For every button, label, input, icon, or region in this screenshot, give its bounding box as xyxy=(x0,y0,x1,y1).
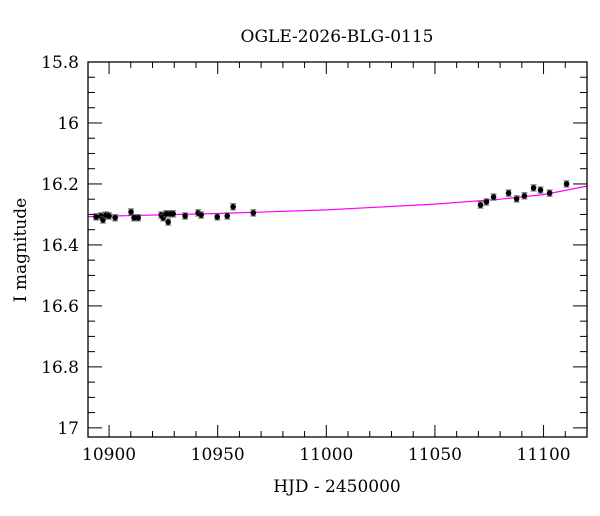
data-marker xyxy=(170,211,176,217)
y-tick-label: 16 xyxy=(57,114,79,134)
y-tick-label: 15.8 xyxy=(41,53,79,73)
data-point xyxy=(250,209,257,217)
y-tick-label: 16.4 xyxy=(41,236,79,256)
data-point xyxy=(490,193,497,201)
y-tick-label: 16.2 xyxy=(41,175,79,195)
data-marker xyxy=(224,213,231,219)
data-point xyxy=(128,208,135,216)
y-axis-label: I magnitude xyxy=(11,198,31,302)
plot-frame xyxy=(87,61,588,438)
x-tick-label: 11000 xyxy=(299,445,353,465)
data-marker xyxy=(513,196,520,202)
data-point xyxy=(93,213,100,221)
data-point xyxy=(537,186,544,194)
data-marker xyxy=(182,213,188,219)
data-marker xyxy=(165,219,171,225)
data-marker xyxy=(563,181,570,187)
data-point xyxy=(182,212,189,220)
data-point xyxy=(483,198,490,206)
data-marker xyxy=(546,190,553,196)
data-marker xyxy=(477,202,484,208)
data-point xyxy=(230,203,237,211)
data-point xyxy=(103,211,110,219)
x-axis-label: HJD - 2450000 xyxy=(273,477,401,497)
y-tick-label: 16.8 xyxy=(41,358,79,378)
data-marker xyxy=(483,199,490,205)
data-marker xyxy=(230,204,236,210)
data-point xyxy=(170,210,177,218)
data-marker xyxy=(490,194,497,200)
data-marker xyxy=(106,213,112,219)
data-point xyxy=(505,189,512,197)
data-marker xyxy=(131,214,137,221)
data-marker xyxy=(93,214,99,220)
y-tick-label: 16.6 xyxy=(41,297,79,317)
x-tick-label: 10900 xyxy=(82,445,136,465)
data-point xyxy=(521,192,528,200)
data-marker xyxy=(250,210,257,216)
data-marker xyxy=(530,185,537,191)
y-tick-label: 17 xyxy=(57,419,79,439)
data-marker xyxy=(163,211,170,217)
data-point xyxy=(198,211,205,219)
data-marker xyxy=(537,187,544,193)
data-point xyxy=(106,212,113,220)
data-point xyxy=(112,214,119,222)
chart-title: OGLE-2026-BLG-0115 xyxy=(241,27,434,47)
data-point xyxy=(513,195,520,203)
data-point xyxy=(214,213,221,221)
x-tick-label: 11050 xyxy=(408,445,462,465)
x-tick-label: 10950 xyxy=(191,445,245,465)
data-point xyxy=(477,201,484,209)
data-point xyxy=(530,184,537,192)
data-marker xyxy=(214,214,221,220)
data-marker xyxy=(128,209,134,215)
data-point xyxy=(135,214,142,222)
data-point xyxy=(165,218,172,226)
data-marker xyxy=(198,212,204,218)
x-tick-label: 11100 xyxy=(517,445,571,465)
data-marker xyxy=(112,214,118,221)
data-marker xyxy=(135,214,141,221)
data-marker xyxy=(505,190,512,196)
data-point xyxy=(224,212,231,220)
data-marker xyxy=(521,193,528,199)
data-point xyxy=(546,189,553,197)
data-point xyxy=(563,180,570,188)
